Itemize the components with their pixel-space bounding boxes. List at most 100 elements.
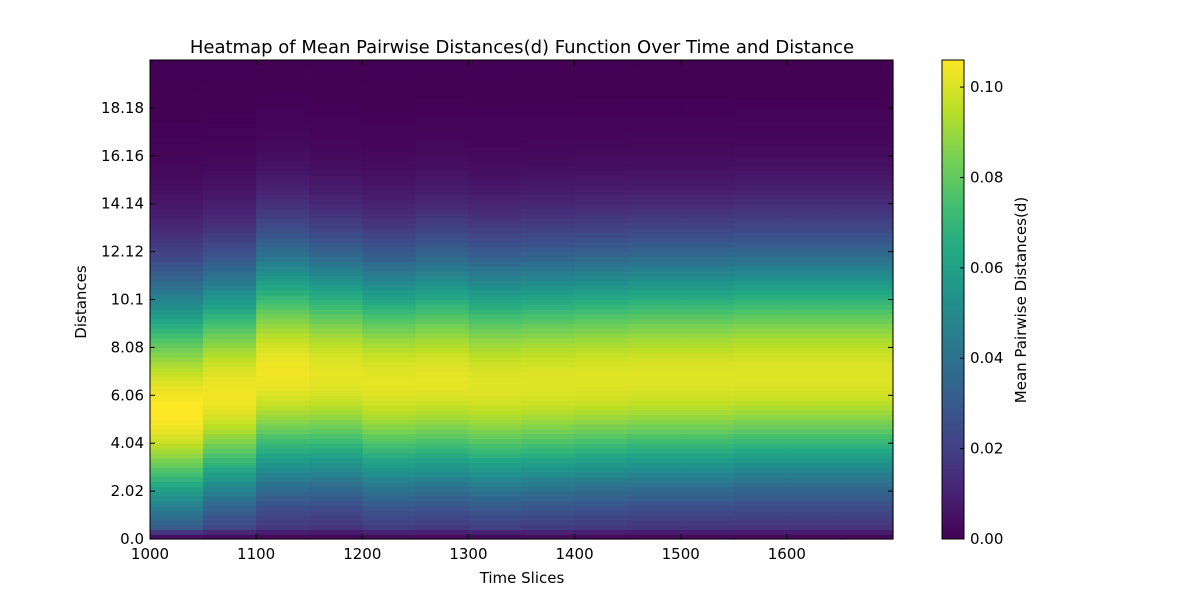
heatmap-cell — [574, 419, 629, 425]
heatmap-cell — [256, 165, 310, 171]
heatmap-cell — [150, 395, 204, 401]
heatmap-cell — [309, 299, 363, 305]
heatmap-cell — [521, 323, 576, 329]
heatmap-cell — [309, 98, 363, 104]
heatmap-cell — [733, 534, 788, 540]
heatmap-cell — [627, 371, 682, 377]
heatmap-cell — [574, 151, 629, 157]
heatmap-cell — [786, 275, 841, 281]
heatmap-cell — [680, 280, 735, 286]
heatmap-cell — [203, 256, 257, 262]
heatmap-cell — [786, 122, 841, 128]
heatmap-cell — [627, 174, 682, 181]
heatmap-cell — [839, 151, 894, 157]
heatmap-cell — [627, 74, 682, 80]
heatmap-cell — [309, 333, 363, 339]
heatmap-cell — [786, 194, 841, 200]
heatmap-cell — [415, 505, 470, 511]
heatmap-cell — [680, 294, 735, 301]
heatmap-cell — [150, 452, 204, 459]
heatmap-cell — [256, 256, 310, 262]
heatmap-cell — [150, 64, 204, 71]
heatmap-cell — [150, 60, 204, 66]
heatmap-cell — [627, 285, 682, 291]
heatmap-cell — [786, 174, 841, 181]
heatmap-cell — [150, 385, 204, 392]
heatmap-cell — [733, 237, 788, 243]
heatmap-cell — [256, 174, 310, 181]
heatmap-cell — [309, 184, 363, 190]
heatmap-cell — [362, 213, 416, 219]
heatmap-cell — [680, 251, 735, 257]
heatmap-cell — [839, 515, 894, 521]
heatmap-cell — [150, 529, 204, 535]
heatmap-cell — [680, 117, 735, 123]
heatmap-cell — [150, 232, 204, 238]
heatmap-cell — [680, 467, 735, 473]
heatmap-cell — [309, 170, 363, 176]
heatmap-cell — [362, 122, 416, 128]
heatmap-cell — [468, 184, 523, 190]
heatmap-cell — [362, 174, 416, 181]
heatmap-cell — [362, 227, 416, 234]
heatmap-cell — [256, 409, 310, 416]
heatmap-cell — [627, 170, 682, 176]
heatmap-cell — [521, 285, 576, 291]
heatmap-cell — [203, 400, 257, 406]
heatmap-cell — [839, 237, 894, 243]
heatmap-cell — [733, 371, 788, 377]
heatmap-cell — [150, 127, 204, 133]
heatmap-cell — [680, 146, 735, 152]
heatmap-cell — [256, 366, 310, 372]
heatmap-cell — [839, 361, 894, 368]
heatmap-cell — [627, 438, 682, 444]
heatmap-cell — [680, 471, 735, 478]
heatmap-cell — [786, 179, 841, 186]
heatmap-cell — [203, 179, 257, 186]
heatmap-cell — [733, 251, 788, 257]
heatmap-cell — [733, 519, 788, 526]
heatmap-cell — [150, 337, 204, 344]
heatmap-cell — [839, 452, 894, 459]
heatmap-cell — [521, 64, 576, 71]
heatmap-cell — [362, 155, 416, 162]
heatmap-cell — [150, 419, 204, 425]
heatmap-cell — [415, 419, 470, 425]
heatmap-cell — [839, 146, 894, 152]
heatmap-cell — [415, 361, 470, 368]
heatmap-cell — [786, 208, 841, 214]
heatmap-cell — [680, 309, 735, 315]
heatmap-cell — [415, 107, 470, 114]
heatmap-cell — [680, 227, 735, 234]
heatmap-cell — [521, 309, 576, 315]
heatmap-cell — [468, 304, 523, 310]
heatmap-cell — [415, 409, 470, 416]
heatmap-cell — [415, 467, 470, 473]
heatmap-cell — [203, 352, 257, 358]
heatmap-cell — [733, 107, 788, 114]
heatmap-cell — [362, 242, 416, 248]
heatmap-cell — [521, 428, 576, 435]
heatmap-cell — [415, 83, 470, 90]
heatmap-cell — [468, 146, 523, 152]
heatmap-cell — [362, 60, 416, 66]
heatmap-cell — [680, 347, 735, 353]
heatmap-cell — [203, 471, 257, 478]
heatmap-cell — [574, 155, 629, 162]
heatmap-cell — [150, 443, 204, 449]
heatmap-cell — [203, 151, 257, 157]
heatmap-cell — [786, 103, 841, 109]
heatmap-cell — [203, 208, 257, 214]
heatmap-cell — [468, 481, 523, 487]
heatmap-cell — [786, 400, 841, 406]
heatmap-cell — [627, 246, 682, 253]
heatmap-cell — [150, 174, 204, 181]
heatmap-cell — [839, 390, 894, 396]
heatmap-cell — [521, 486, 576, 492]
heatmap-cell — [574, 318, 629, 325]
heatmap-cell — [362, 275, 416, 281]
heatmap-cell — [680, 529, 735, 535]
heatmap-cell — [521, 519, 576, 526]
heatmap-cell — [362, 208, 416, 214]
heatmap-cell — [468, 313, 523, 320]
